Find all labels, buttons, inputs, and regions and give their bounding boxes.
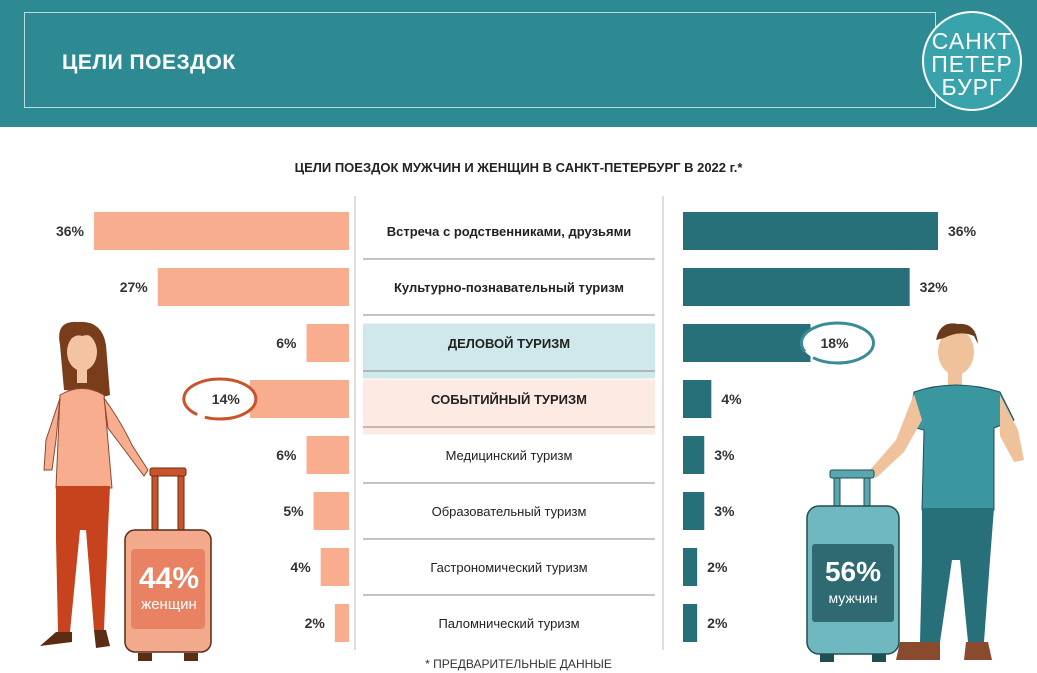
men-bar: [683, 380, 712, 418]
women-value-label: 6%: [276, 335, 297, 351]
women-highlight-circle: [182, 377, 258, 421]
women-bar: [334, 604, 349, 642]
men-share-badge: 56% мужчин: [814, 556, 892, 608]
women-value-label: 36%: [56, 223, 85, 239]
women-share-value: 44%: [138, 562, 200, 595]
men-bar: [683, 212, 938, 250]
women-bar: [320, 548, 349, 586]
men-bar: [683, 268, 910, 306]
men-value-label: 36%: [948, 223, 977, 239]
category-label: Паломнический туризм: [438, 616, 579, 631]
men-share-value: 56%: [824, 556, 882, 587]
man-illustration: [870, 323, 1024, 660]
category-label: Культурно-познавательный туризм: [394, 280, 624, 295]
men-highlight-circle: [800, 321, 875, 365]
men-bar: [683, 604, 698, 642]
category-label: Гастрономический туризм: [430, 560, 587, 575]
highlight-business: [363, 323, 655, 379]
man-suitcase: [806, 469, 900, 662]
highlight-event: [363, 379, 655, 435]
women-share-label: женщин: [141, 596, 197, 613]
women-bar: [313, 492, 349, 530]
women-bar: [94, 212, 349, 250]
chart-title: ЦЕЛИ ПОЕЗДОК МУЖЧИН И ЖЕНЩИН В САНКТ-ПЕТ…: [294, 160, 743, 175]
men-value-label: 18%: [821, 335, 850, 351]
women-bar: [157, 268, 349, 306]
women-value-label: 2%: [305, 615, 326, 631]
footnote: * ПРЕДВАРИТЕЛЬНЫЕ ДАННЫЕ: [425, 657, 612, 671]
women-value-label: 6%: [276, 447, 297, 463]
men-bar: [683, 436, 705, 474]
category-label: ДЕЛОВОЙ ТУРИЗМ: [448, 336, 570, 351]
women-bar: [249, 380, 349, 418]
women-value-label: 4%: [290, 559, 311, 575]
women-share-badge: 44% женщин: [131, 563, 207, 615]
category-label: Образовательный туризм: [432, 504, 587, 519]
logo-line-1: САНКТ: [931, 28, 1013, 54]
spb-logo: САНКТ ПЕТЕР БУРГ: [922, 11, 1022, 111]
women-value-label: 14%: [212, 391, 241, 407]
men-value-label: 4%: [721, 391, 742, 407]
header-banner: ЦЕЛИ ПОЕЗДОК САНКТ ПЕТЕР БУРГ: [0, 0, 1037, 127]
woman-suitcase: [124, 467, 212, 661]
page-title: ЦЕЛИ ПОЕЗДОК: [62, 51, 236, 74]
women-bar: [306, 324, 349, 362]
chart-layer: Встреча с родственниками, друзьями 36% 36%…: [56, 196, 977, 650]
women-bar: [306, 436, 349, 474]
men-value-label: 2%: [707, 615, 728, 631]
women-value-label: 5%: [283, 503, 304, 519]
men-bar: [683, 548, 698, 586]
category-label: Встреча с родственниками, друзьями: [387, 224, 632, 239]
logo-line-2: ПЕТЕР: [931, 51, 1013, 77]
category-label: СОБЫТИЙНЫЙ ТУРИЗМ: [431, 392, 587, 407]
men-bar: [683, 492, 705, 530]
men-share-label: мужчин: [828, 590, 878, 606]
women-value-label: 27%: [120, 279, 149, 295]
logo-line-3: БУРГ: [941, 74, 1003, 100]
men-value-label: 32%: [920, 279, 949, 295]
men-value-label: 2%: [707, 559, 728, 575]
woman-illustration: [40, 321, 149, 648]
men-value-label: 3%: [714, 503, 735, 519]
category-label: Медицинский туризм: [446, 448, 573, 463]
men-value-label: 3%: [714, 447, 735, 463]
men-bar: [683, 324, 811, 362]
